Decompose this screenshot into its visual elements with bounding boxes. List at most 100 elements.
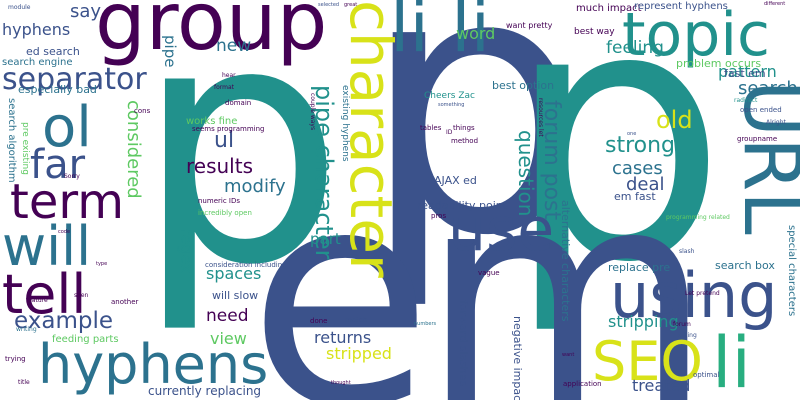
word-another: another: [111, 298, 139, 306]
word-cases: cases: [612, 158, 663, 179]
word-resources-let: resources let: [537, 98, 544, 137]
word-one: one: [627, 131, 637, 137]
word-forum-post: forum post: [539, 100, 564, 221]
word-group: group: [95, 0, 328, 68]
word-term: term: [10, 174, 124, 230]
word-stripped: stripped: [326, 344, 392, 363]
word-different: different: [764, 1, 786, 7]
word-results: results: [186, 154, 254, 178]
word-readability-point: readability point: [417, 199, 508, 212]
word-replace-pre: replace pre: [608, 261, 671, 274]
word-using: using: [610, 259, 778, 332]
word-pipe: pipe: [161, 35, 179, 68]
word-returns: returns: [314, 328, 372, 347]
word-strong: strong: [605, 133, 676, 158]
word-topic: topic: [622, 0, 770, 70]
word-match: match: [345, 316, 368, 324]
word-li-right: li: [712, 322, 751, 400]
word-use: use: [448, 195, 555, 265]
word-em-fast: em fast: [614, 190, 656, 203]
word-represent-hyphens: represent hyphens: [634, 1, 728, 12]
word-radiract: radiract: [734, 97, 758, 104]
word-slash: slash: [679, 248, 695, 255]
word-hyphens-small: hyphens: [2, 20, 71, 39]
word-works-fine: works fine: [186, 116, 238, 127]
word-numeric-ids: numeric IDs: [198, 197, 240, 205]
word-deal: deal: [626, 174, 665, 195]
word-problem-occurs: problem occurs: [676, 57, 762, 70]
word-em: em: [248, 125, 713, 400]
word-negative-impact: negative impact: [511, 316, 524, 400]
word-module: module: [8, 4, 31, 11]
word-alternative-characters: alternative characters: [559, 200, 572, 322]
word-especially-bad: especially bad: [18, 83, 97, 96]
word-spaces: spaces: [206, 264, 262, 283]
word-tables: tables: [420, 124, 442, 132]
word-want: want: [562, 352, 575, 358]
word-pattern: pattern: [718, 62, 777, 81]
word-ol: ol: [42, 95, 92, 160]
word-li-top: li li: [390, 0, 491, 68]
word-title: title: [18, 379, 30, 386]
word-groupname: groupname: [737, 135, 778, 143]
word-character: character: [337, 0, 405, 278]
word-ul: ul: [214, 128, 235, 153]
word-vague: vague: [478, 269, 500, 277]
word-sorry: Sorry: [64, 173, 80, 180]
word-much-impact: much impact: [576, 3, 642, 14]
word-type: type: [96, 261, 108, 267]
word-taking: taking: [678, 332, 697, 339]
word-existing-hyphens: existing hyphens: [340, 85, 350, 162]
word-p-right: p: [505, 0, 728, 339]
word-numbers: numbers: [414, 321, 437, 327]
word-programming-related: programming related: [666, 214, 730, 221]
word-forum: forum: [673, 321, 691, 328]
word-done: done: [310, 317, 328, 325]
word-ajax-ed: AJAX ed: [434, 174, 477, 187]
word-pipe-character: pipe character: [310, 85, 338, 260]
word-separator: separator: [2, 62, 147, 97]
word-forward-slashes: forward slashes: [457, 300, 470, 387]
word-new: new: [216, 36, 252, 56]
word-optimal: optimal: [693, 371, 720, 379]
word-domain: domain: [225, 99, 252, 107]
word-part: part: [310, 230, 341, 248]
word-feature: feature: [26, 297, 48, 304]
word-p-center: p: [360, 0, 589, 314]
word-stripping: stripping: [608, 312, 679, 331]
word-best-way: best way: [574, 27, 615, 37]
word-far: far: [30, 142, 86, 188]
word-incredibly-open: incredibly open: [198, 209, 252, 217]
word-search-algorithm: search algorithm: [6, 98, 17, 183]
word-hear: hear: [222, 72, 236, 79]
word-fast-em: fast em: [724, 67, 766, 80]
word-treated: treated: [632, 376, 691, 395]
word-feeling: feeling: [606, 38, 664, 58]
word-search-box: search box: [715, 259, 775, 272]
word-cheers-zac: Cheers Zac: [424, 91, 475, 101]
word-view: view: [210, 329, 247, 348]
word-question: question: [514, 130, 538, 217]
word-hyphens-big: hyphens: [38, 333, 269, 396]
word-url: URL: [726, 80, 800, 235]
word-alright: Alright: [766, 119, 786, 126]
word-tell: tell: [2, 263, 87, 326]
word-ed-search: ed search: [26, 45, 80, 58]
word-feeding-parts: feeding parts: [52, 334, 119, 345]
word-format: format: [214, 84, 235, 91]
word-search-right: search: [738, 78, 798, 99]
word-consideration-including: consideration including: [205, 261, 287, 269]
word-seems-programming: seems programming: [192, 125, 265, 133]
word-couple-ways: couple ways: [309, 93, 316, 131]
word-things: things: [453, 124, 475, 132]
word-modify: modify: [224, 176, 286, 197]
word-selected: selected: [318, 2, 340, 8]
word-regex: regex: [177, 228, 196, 274]
word-let-pretend: Let pretend: [685, 290, 720, 297]
word-say: say: [70, 1, 102, 22]
word-best-option: best option: [492, 79, 555, 92]
word-method: method: [451, 137, 479, 145]
word-seen: seen: [74, 292, 89, 299]
word-will-slow: will slow: [212, 289, 259, 302]
